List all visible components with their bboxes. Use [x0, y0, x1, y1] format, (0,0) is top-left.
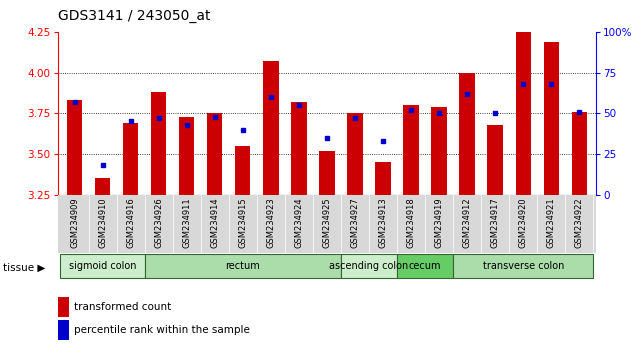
Text: rectum: rectum — [226, 261, 260, 272]
Bar — [67, 100, 82, 195]
Bar — [151, 92, 167, 195]
Text: tissue ▶: tissue ▶ — [3, 262, 46, 272]
Text: GSM234911: GSM234911 — [182, 198, 191, 248]
Text: GSM234918: GSM234918 — [406, 198, 415, 249]
Text: GSM234924: GSM234924 — [294, 198, 303, 248]
Bar — [95, 178, 110, 195]
Text: GSM234912: GSM234912 — [463, 198, 472, 248]
Text: percentile rank within the sample: percentile rank within the sample — [74, 325, 249, 335]
Bar — [515, 32, 531, 195]
Text: cecum: cecum — [409, 261, 441, 272]
Text: GSM234910: GSM234910 — [98, 198, 107, 248]
Text: GSM234916: GSM234916 — [126, 198, 135, 249]
Bar — [235, 146, 251, 195]
Bar — [487, 125, 503, 195]
Bar — [403, 105, 419, 195]
Text: ascending colon: ascending colon — [329, 261, 408, 272]
Bar — [341, 255, 397, 278]
Text: GSM234922: GSM234922 — [575, 198, 584, 248]
Text: GSM234909: GSM234909 — [70, 198, 79, 248]
Text: GSM234919: GSM234919 — [435, 198, 444, 248]
Bar — [60, 255, 145, 278]
Bar — [397, 255, 453, 278]
Bar — [544, 42, 559, 195]
Bar — [123, 123, 138, 195]
Bar — [291, 102, 306, 195]
Text: GSM234920: GSM234920 — [519, 198, 528, 248]
Bar — [572, 112, 587, 195]
Text: GSM234914: GSM234914 — [210, 198, 219, 248]
Text: GSM234913: GSM234913 — [378, 198, 388, 249]
Bar — [460, 73, 475, 195]
Text: GSM234925: GSM234925 — [322, 198, 331, 248]
Bar — [431, 107, 447, 195]
Bar — [58, 195, 596, 253]
Text: GSM234917: GSM234917 — [490, 198, 500, 249]
Text: transverse colon: transverse colon — [483, 261, 564, 272]
Bar — [319, 151, 335, 195]
Text: transformed count: transformed count — [74, 302, 171, 312]
Bar — [145, 255, 341, 278]
Text: GSM234915: GSM234915 — [238, 198, 247, 248]
Bar — [179, 116, 194, 195]
Bar — [453, 255, 594, 278]
Bar — [375, 162, 391, 195]
Text: GSM234926: GSM234926 — [154, 198, 163, 249]
Text: GSM234923: GSM234923 — [266, 198, 276, 249]
Text: GDS3141 / 243050_at: GDS3141 / 243050_at — [58, 9, 210, 23]
Text: GSM234921: GSM234921 — [547, 198, 556, 248]
Bar — [207, 113, 222, 195]
Text: GSM234927: GSM234927 — [351, 198, 360, 249]
Text: sigmoid colon: sigmoid colon — [69, 261, 137, 272]
Bar — [347, 113, 363, 195]
Bar — [263, 61, 279, 195]
